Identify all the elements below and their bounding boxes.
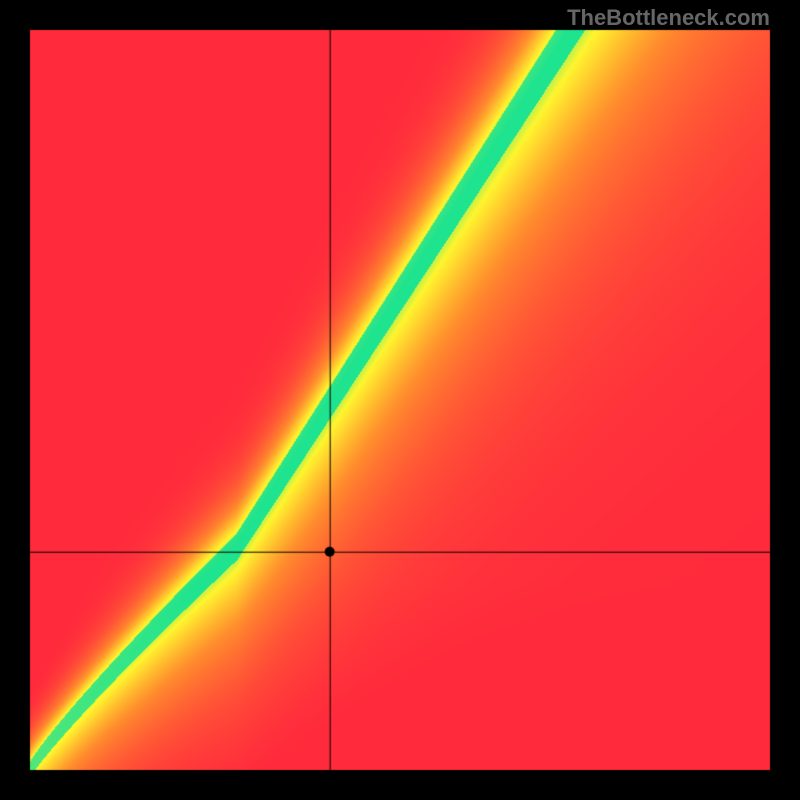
watermark-label: TheBottleneck.com xyxy=(567,5,770,31)
heatmap-canvas xyxy=(0,0,800,800)
chart-container: TheBottleneck.com xyxy=(0,0,800,800)
